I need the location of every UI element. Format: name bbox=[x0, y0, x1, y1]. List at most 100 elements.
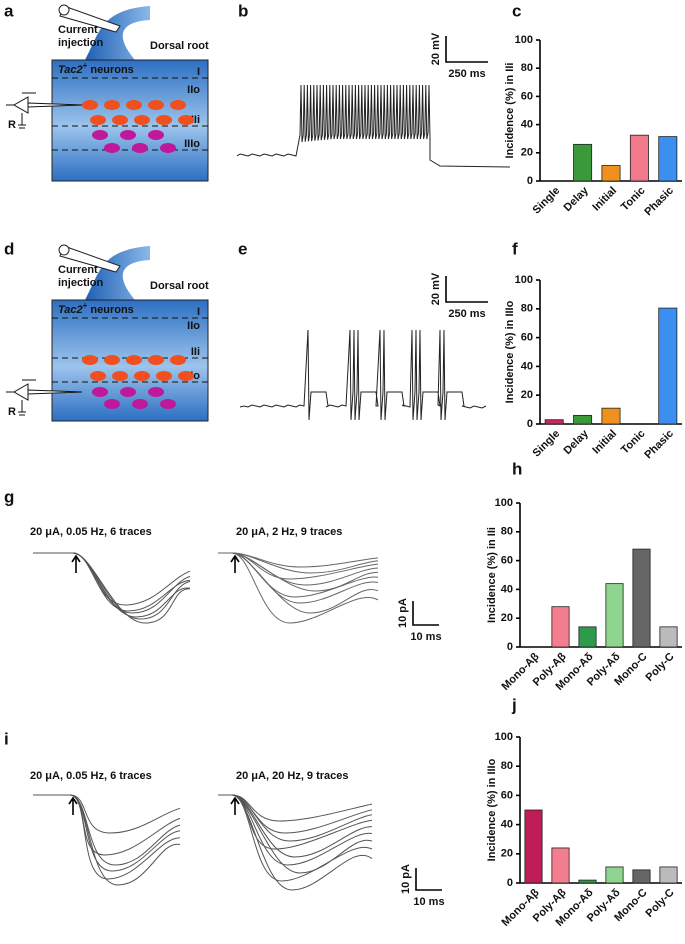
y-tick-label: 80 bbox=[521, 62, 533, 74]
scale-label: 10 ms bbox=[410, 631, 441, 643]
cell bbox=[134, 371, 150, 381]
cell bbox=[112, 115, 128, 125]
y-axis-label: Incidence (%) in IIIo bbox=[486, 758, 498, 861]
cell bbox=[120, 387, 136, 397]
stimulus-arrow bbox=[230, 554, 240, 573]
trace bbox=[33, 552, 191, 624]
dorsal-root bbox=[85, 6, 150, 60]
bar bbox=[551, 606, 570, 648]
bar bbox=[601, 165, 621, 182]
scale-label: 250 ms bbox=[448, 68, 485, 80]
cell bbox=[92, 130, 108, 140]
bar bbox=[601, 407, 621, 425]
panel-label: h bbox=[512, 459, 522, 478]
bar bbox=[659, 626, 678, 648]
bar bbox=[544, 419, 564, 425]
trace bbox=[218, 794, 373, 842]
scale-label: 250 ms bbox=[448, 308, 485, 320]
cell bbox=[104, 399, 120, 409]
cell bbox=[90, 371, 106, 381]
cell bbox=[82, 355, 98, 365]
y-tick-label: 0 bbox=[507, 641, 513, 653]
x-tick-label: Phasic bbox=[642, 428, 676, 462]
trace bbox=[218, 794, 373, 822]
y-tick-label: 100 bbox=[495, 731, 513, 743]
layer-label: IIIo bbox=[184, 138, 200, 150]
dorsal-root bbox=[85, 246, 150, 300]
cell bbox=[132, 143, 148, 153]
bar bbox=[629, 134, 649, 182]
layer-label: I bbox=[197, 66, 200, 78]
y-tick-label: 0 bbox=[527, 175, 533, 187]
y-tick-label: 100 bbox=[495, 497, 513, 509]
bar-chart: 0 20 40 60 80 100 Incidence (%) in IIi Single De… bbox=[504, 34, 682, 218]
bar bbox=[524, 809, 543, 884]
cell bbox=[148, 387, 164, 397]
bar-chart: 0 20 40 60 80 100 Incidence (%) in IIIo Mono-Aβ… bbox=[486, 731, 682, 929]
electrode-tip bbox=[58, 244, 70, 256]
trace bbox=[218, 794, 373, 858]
scale-bar bbox=[445, 276, 488, 303]
cell bbox=[126, 100, 142, 110]
y-axis-label: Incidence (%) in IIi bbox=[486, 527, 498, 623]
y-tick-label: 100 bbox=[515, 274, 533, 286]
y-tick-label: 60 bbox=[521, 90, 533, 102]
cell bbox=[170, 100, 186, 110]
cell bbox=[90, 115, 106, 125]
y-tick-label: 60 bbox=[501, 555, 513, 567]
trace-condition: 20 μA, 0.05 Hz, 6 traces bbox=[30, 770, 152, 782]
trace bbox=[33, 794, 181, 856]
amplifier bbox=[6, 92, 36, 129]
trace bbox=[218, 552, 379, 614]
gene: Tac2 bbox=[58, 304, 83, 316]
trace-condition: 20 μA, 20 Hz, 9 traces bbox=[236, 770, 349, 782]
cell bbox=[132, 399, 148, 409]
y-tick-label: 40 bbox=[521, 360, 533, 372]
x-tick-label: Initial bbox=[590, 185, 619, 214]
y-tick-label: 40 bbox=[521, 119, 533, 131]
cell bbox=[156, 371, 172, 381]
cell bbox=[104, 143, 120, 153]
trace bbox=[239, 329, 487, 421]
x-tick-label: Delay bbox=[562, 184, 592, 214]
cell bbox=[178, 371, 194, 381]
panel-label: f bbox=[512, 239, 518, 258]
layer-label: IIo bbox=[187, 84, 200, 96]
panel-label: e bbox=[238, 239, 247, 258]
scale-label: 10 pA bbox=[400, 864, 412, 894]
cell bbox=[92, 387, 108, 397]
stimulus-arrow bbox=[230, 796, 240, 815]
stimulus-arrow bbox=[68, 796, 78, 815]
label: Current bbox=[58, 24, 98, 36]
trace-condition: 20 μA, 2 Hz, 9 traces bbox=[236, 526, 342, 538]
cell bbox=[156, 115, 172, 125]
y-axis-label: Incidence (%) in IIi bbox=[504, 63, 516, 159]
trace bbox=[218, 794, 373, 874]
trace bbox=[33, 552, 191, 620]
bar bbox=[658, 136, 678, 182]
y-tick-label: 20 bbox=[521, 147, 533, 159]
bar bbox=[632, 869, 651, 884]
x-tick-label: Poly-C bbox=[644, 887, 677, 920]
bar bbox=[573, 143, 593, 182]
bar bbox=[605, 583, 624, 648]
cell bbox=[104, 355, 120, 365]
trace bbox=[33, 794, 181, 886]
y-tick-label: 60 bbox=[501, 789, 513, 801]
bar bbox=[605, 866, 624, 884]
y-tick-label: 60 bbox=[521, 332, 533, 344]
layer-label: I bbox=[197, 306, 200, 318]
x-tick-label: Single bbox=[531, 428, 563, 460]
cell bbox=[120, 130, 136, 140]
label: Dorsal root bbox=[150, 280, 209, 292]
y-tick-label: 100 bbox=[515, 34, 533, 46]
y-axis-label: Incidence (%) in IIIo bbox=[504, 300, 516, 403]
trace-condition: 20 μA, 0.05 Hz, 6 traces bbox=[30, 526, 152, 538]
x-tick-label: Mono-Aβ bbox=[499, 886, 541, 928]
label: Tac2+ neurons bbox=[58, 61, 134, 76]
x-tick-label: Initial bbox=[590, 428, 619, 457]
panel-label: i bbox=[4, 729, 9, 748]
y-tick-label: 20 bbox=[501, 612, 513, 624]
cell bbox=[148, 130, 164, 140]
